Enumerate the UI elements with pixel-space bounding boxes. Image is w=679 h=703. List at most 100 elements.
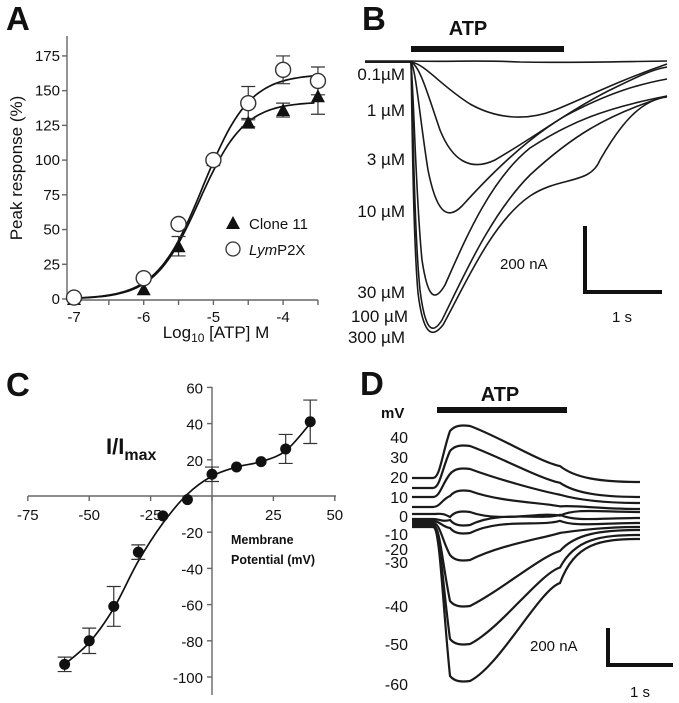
concentration-label: 1 µM	[367, 101, 405, 120]
current-trace-6	[365, 61, 668, 334]
concentration-label: 10 µM	[357, 202, 405, 221]
y-tick-label: 150	[35, 83, 60, 100]
x-tick-label: -7	[67, 309, 80, 326]
data-point	[304, 416, 316, 428]
y-tick-label: 175	[35, 48, 60, 65]
legend-triangle-marker	[226, 216, 240, 229]
data-point	[231, 461, 243, 473]
data-point-lymp2x	[240, 94, 257, 112]
panel-c-x-ticks: -75 -50 -25 25 50	[17, 496, 343, 524]
data-point-clone11	[136, 282, 151, 296]
y-title-main: I/I	[106, 434, 124, 459]
legend-lymp2x-label: LymP2X	[249, 242, 305, 259]
panel-a-fit-curves	[73, 74, 315, 300]
x-tick-label: -25	[140, 507, 162, 524]
current-trace-7	[412, 521, 641, 562]
data-point	[108, 600, 120, 612]
panel-d-voltage-labels: 40 30 20 10 0-10-20-30 -40 -50 -60	[385, 430, 408, 694]
current-trace-10	[412, 525, 641, 683]
y-tick-label: 75	[43, 187, 60, 204]
data-point-clone11	[310, 89, 325, 103]
current-trace-3	[412, 489, 641, 511]
x-title-main: Log	[163, 323, 191, 342]
data-point	[206, 468, 218, 480]
data-point-clone11	[241, 115, 256, 129]
voltage-label: -50	[385, 637, 408, 654]
voltage-label: -60	[385, 677, 408, 694]
data-point	[280, 443, 292, 455]
x-tick-label: 50	[326, 507, 343, 524]
y-tick-label: 50	[43, 222, 60, 239]
data-point-lymp2x	[274, 61, 292, 79]
panel-a-y-ticks: 0 25 50 75 100 125 150 175	[35, 48, 67, 308]
y-tick-label: 25	[43, 256, 60, 273]
panel-a-x-ticks: -7 -6 -5 -4	[67, 300, 319, 326]
y-tick-label: 60	[186, 380, 203, 397]
panel-a: A 0 25 50 75 100 125 150 175 -7 -6 -5 -4 Peak resp…	[6, 0, 327, 345]
current-trace-9	[412, 524, 641, 646]
concentration-label: 100 µM	[351, 307, 408, 326]
y-tick-label: -100	[173, 670, 203, 687]
panel-d-traces	[412, 424, 641, 683]
current-trace-4	[412, 509, 641, 519]
current-trace-5	[365, 61, 668, 330]
y-tick-label: 125	[35, 117, 60, 134]
x-title-rest: [ATP] M	[204, 323, 269, 342]
fit-curve-clone11	[73, 102, 315, 300]
x-tick-label: -75	[17, 507, 39, 524]
panel-b-traces	[365, 60, 668, 334]
panel-d-atp-label: ATP	[481, 384, 520, 406]
panel-c: C 60 40 20 -20 -40 -60 -80 -100 -75 -50 -25 25 50 I…	[6, 366, 343, 695]
panel-c-letter: C	[6, 366, 30, 403]
data-point-clone11	[171, 239, 186, 253]
voltage-label: -20	[385, 542, 408, 559]
panel-d: D ATP mV 40 30 20 10 0-10-20-30 -40 -50 -60 200…	[360, 365, 673, 701]
current-trace-0	[365, 60, 668, 64]
data-point-clone11	[276, 103, 291, 117]
y-tick-label: 20	[186, 453, 203, 470]
voltage-label: -40	[385, 599, 408, 616]
panel-b-concentration-labels: 0.1µM 1 µM 3 µM 10 µM 30 µM 100 µM 300 µM	[348, 65, 408, 347]
fit-curve-lymp2x	[73, 74, 315, 299]
panel-c-x-title-line1: Membrane	[231, 533, 294, 547]
data-point	[181, 494, 193, 506]
panel-b-atp-application-bar	[411, 46, 564, 52]
data-point	[132, 546, 144, 558]
current-trace-2	[412, 467, 641, 505]
panel-a-y-axis-title: Peak response (%)	[7, 96, 26, 241]
voltage-label: -10	[385, 527, 408, 544]
panel-c-x-title-line2: Potential (mV)	[231, 553, 315, 567]
panel-b-scale-time: 1 s	[612, 309, 632, 326]
panel-a-letter: A	[6, 0, 30, 37]
concentration-label: 3 µM	[367, 150, 405, 169]
data-point-lymp2x	[135, 269, 152, 287]
current-trace-8	[412, 523, 641, 608]
current-trace-2	[365, 61, 668, 166]
voltage-label: -30	[385, 555, 408, 572]
panel-c-y-ticks: 60 40 20 -20 -40 -60 -80 -100	[173, 380, 212, 687]
panel-d-mv-unit: mV	[381, 405, 404, 422]
concentration-label: 30 µM	[357, 283, 405, 302]
current-trace-0	[412, 424, 641, 484]
panel-d-scale-bar	[606, 628, 673, 667]
panel-c-data-points	[59, 416, 316, 670]
y-tick-label: 0	[52, 291, 60, 308]
panel-b-letter: B	[362, 0, 386, 37]
panel-d-scale-time: 1 s	[630, 684, 650, 701]
x-tick-label: -4	[276, 309, 289, 326]
voltage-label: 20	[390, 470, 408, 487]
panel-d-scale-current: 200 nA	[530, 638, 578, 655]
concentration-label: 300 µM	[348, 328, 405, 347]
x-tick-label: -6	[137, 309, 150, 326]
voltage-label: 10	[390, 490, 408, 507]
panel-b-scale-current: 200 nA	[500, 256, 548, 273]
panel-b-scale-bar	[583, 226, 662, 294]
y-tick-label: -60	[181, 598, 203, 615]
voltage-label: 40	[390, 430, 408, 447]
legend-clone11-label: Clone 11	[249, 216, 308, 233]
current-trace-4	[365, 61, 668, 296]
data-point-lymp2x	[205, 151, 222, 169]
y-title-sub: max	[124, 447, 156, 464]
x-tick-label: 25	[265, 507, 282, 524]
